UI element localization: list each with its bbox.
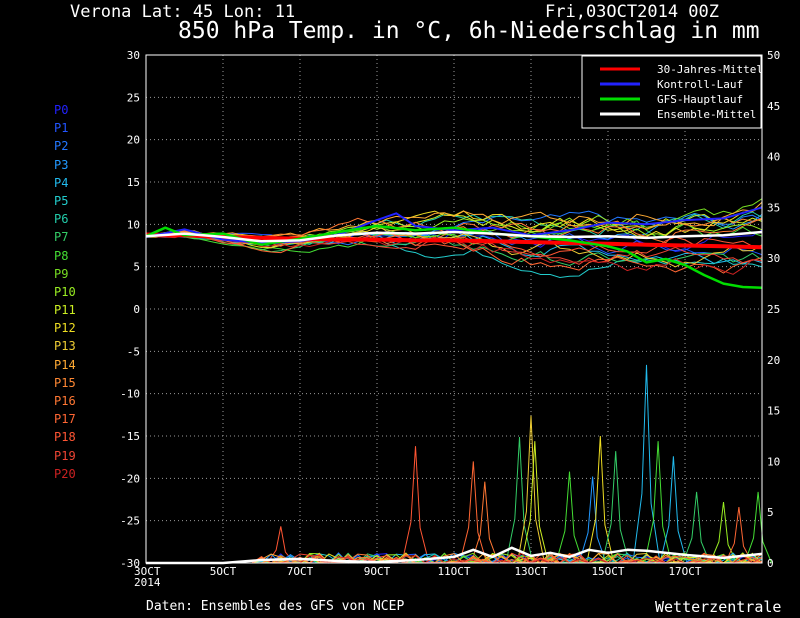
precip-spike [401, 446, 430, 564]
y-left-tick-label: -30 [120, 557, 140, 570]
member-label-p9: P9 [54, 266, 69, 281]
y-right-tick-label: 0 [767, 557, 774, 570]
x-tick-label: 11OCT [437, 565, 470, 578]
brand-label: Wetterzentrale [655, 598, 782, 616]
date-label: Fri,03OCT2014 00Z [545, 2, 719, 22]
y-left-tick-label: -10 [120, 388, 140, 401]
y-right-tick-label: 20 [767, 354, 780, 367]
legend-label: GFS-Hauptlauf [657, 93, 743, 106]
x-axis-ticks: 3OCT 2014 5OCT 7OCT 9OCT 11OCT 13OCT 15OCT 17OCT [134, 565, 702, 589]
y-left-tick-label: 30 [127, 49, 140, 62]
y-left-tick-label: 25 [127, 91, 140, 104]
y-left-tick-label: 20 [127, 134, 140, 147]
member-label-p15: P15 [54, 375, 76, 390]
member-label-p10: P10 [54, 284, 76, 299]
y-right-tick-label: 50 [767, 49, 780, 62]
chart-title: 850 hPa Temp. in °C, 6h-Niederschlag in … [178, 18, 760, 44]
x-tick-label: 7OCT [287, 565, 314, 578]
precip-spike [470, 481, 499, 564]
member-label-p18: P18 [54, 430, 76, 445]
y-left-tick-label: -15 [120, 430, 140, 443]
member-label-p19: P19 [54, 448, 76, 463]
precip-spike [682, 491, 711, 564]
member-label-p11: P11 [54, 303, 76, 318]
y-left-tick-label: -5 [127, 345, 140, 358]
member-label-p16: P16 [54, 394, 76, 408]
member-label-p13: P13 [54, 339, 76, 354]
legend-label: 30-Jahres-Mittel [657, 63, 763, 76]
y-right-tick-label: 45 [767, 100, 780, 113]
y-left-tick-label: 10 [127, 218, 140, 231]
member-label-p5: P5 [54, 193, 69, 208]
precip-spike [659, 456, 688, 564]
x-tick-label: 5OCT [210, 565, 237, 578]
main-series-lines [145, 206, 763, 565]
x-tick-label: 13OCT [514, 565, 547, 578]
member-label-p20: P20 [54, 466, 76, 481]
member-label-p17: P17 [54, 412, 76, 427]
member-label-p2: P2 [54, 139, 69, 154]
y-right-tick-label: 5 [767, 506, 774, 519]
precip-spike [517, 415, 545, 564]
precip-spike [555, 471, 584, 564]
precip-spike [744, 491, 773, 564]
precipitation-lines [146, 364, 773, 564]
y-right-tick-label: 10 [767, 455, 780, 468]
y-right-tick-label: 35 [767, 201, 780, 214]
precip-spike [459, 461, 488, 564]
member-label-p6: P6 [54, 212, 69, 227]
x-tick-label: 17OCT [668, 565, 701, 578]
data-source: Daten: Ensembles des GFS von NCEP [146, 599, 405, 614]
location-label: Verona Lat: 45 Lon: 11 [70, 2, 296, 22]
grid [146, 55, 762, 563]
plot-frame [145, 54, 763, 564]
legend: 30-Jahres-Mittel Kontroll-Lauf GFS-Hauptla… [581, 55, 763, 129]
member-label-p7: P7 [54, 230, 69, 245]
y-right-tick-label: 15 [767, 405, 780, 418]
member-label-p4: P4 [54, 175, 69, 190]
x-tick-label: 15OCT [591, 565, 624, 578]
member-label-p1: P1 [54, 121, 69, 136]
precip-spike [644, 441, 672, 564]
x-tick-label: 9OCT [364, 565, 391, 578]
y-right-tick-label: 40 [767, 151, 780, 164]
legend-label: Ensemble-Mittel [657, 108, 756, 121]
y-left-tick-label: -20 [120, 472, 140, 485]
y-left-tick-label: 5 [133, 261, 140, 274]
precip-spike [520, 441, 549, 564]
x-tick-label: 3OCT 2014 [134, 565, 161, 589]
member-label-p12: P12 [54, 321, 76, 336]
climate-mean-line [145, 232, 763, 250]
y-left-tick-label: 0 [133, 303, 140, 316]
y-right-tick-label: 25 [767, 303, 780, 316]
legend-label: Kontroll-Lauf [657, 78, 743, 91]
member-label-p0: P0 [54, 103, 69, 117]
ensemble-mean-precip-line [146, 546, 763, 565]
precip-spike [601, 451, 630, 564]
member-label-p14: P14 [54, 357, 76, 372]
left-axis-ticks: 30 25 20 15 10 5 0 -5 -10 -15 -20 -25 -30 [120, 49, 140, 570]
member-label-p8: P8 [54, 248, 69, 263]
precip-spike [578, 476, 607, 564]
ensemble-mean-line [145, 230, 763, 243]
y-right-tick-label: 30 [767, 252, 780, 265]
member-label-p3: P3 [54, 157, 69, 172]
y-left-tick-label: -25 [120, 515, 140, 528]
member-list: P0 P1 P2 P3 P4 P5 P6 P7 P8 P9 P10 P11 P12 P13 P14 P15 P1… [54, 101, 76, 483]
precip-spike [632, 364, 661, 564]
y-left-tick-label: 15 [127, 176, 140, 189]
precip-spike [724, 507, 753, 564]
